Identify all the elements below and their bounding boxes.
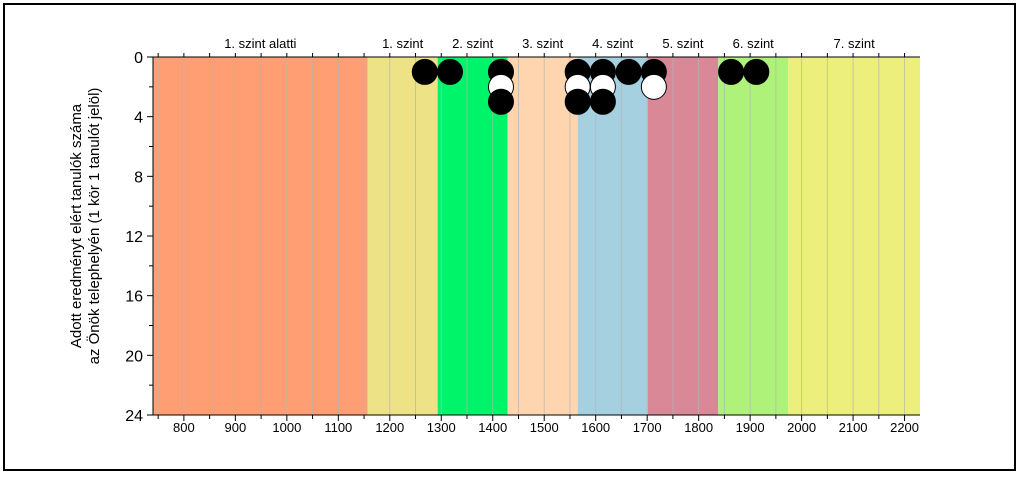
x-tick-label: 1800 [684, 420, 713, 435]
y-tick-label: 8 [134, 169, 143, 186]
level-bands [153, 57, 920, 415]
y-axis-label-line-2: az Önök telephelyén (1 kör 1 tanulót jel… [85, 88, 103, 365]
data-point-filled [411, 58, 438, 85]
x-tick-label: 2200 [890, 420, 919, 435]
level-band-3 [437, 57, 508, 415]
x-tick-label: 1500 [530, 420, 559, 435]
data-points [411, 58, 770, 115]
data-point-filled [718, 58, 745, 85]
data-point-filled [564, 88, 591, 115]
level-label-7: 6. szint [733, 36, 775, 51]
level-band-1 [153, 57, 368, 415]
level-band-8 [788, 57, 920, 415]
grid-lines [157, 57, 906, 415]
x-tick-label: 2100 [839, 420, 868, 435]
level-band-5 [577, 57, 648, 415]
level-label-3: 2. szint [452, 36, 494, 51]
x-tick-label: 1000 [272, 420, 301, 435]
x-tick-label: 1700 [633, 420, 662, 435]
level-band-6 [647, 57, 719, 415]
level-label-1: 1. szint alatti [224, 36, 296, 51]
x-tick-label: 1600 [581, 420, 610, 435]
y-tick-label: 0 [134, 50, 143, 67]
data-point-filled [437, 58, 464, 85]
data-point-hollow [640, 73, 667, 100]
y-tick-label: 24 [125, 408, 143, 425]
x-tick-label: 1100 [324, 420, 352, 435]
y-axis-ticks: 0 4 8 12 16 20 24 [125, 50, 153, 425]
level-labels: 1. szint alatti 1. szint 2. szint 3. szint 4… [224, 36, 875, 51]
data-point-filled [615, 58, 642, 85]
level-label-5: 4. szint [592, 36, 634, 51]
level-band-2 [367, 57, 438, 415]
y-tick-label: 4 [134, 110, 143, 127]
data-point-filled [487, 88, 514, 115]
y-tick-label: 16 [125, 289, 143, 306]
x-tick-label: 2000 [787, 420, 816, 435]
level-label-2: 1. szint [382, 36, 424, 51]
level-label-6: 5. szint [662, 36, 704, 51]
level-label-4: 3. szint [522, 36, 564, 51]
x-tick-label: 1900 [736, 420, 765, 435]
y-axis-label-line-1: Adott eredményt elért tanulók száma [68, 103, 85, 348]
y-tick-label: 20 [125, 348, 143, 365]
x-tick-label: 800 [173, 420, 195, 435]
data-point-filled [743, 58, 770, 85]
x-axis-ticks: 800 900 1000 1100 1200 1300 1400 1500 1600 1700 18… [157, 415, 919, 435]
level-band-4 [507, 57, 578, 415]
y-tick-label: 12 [125, 229, 143, 246]
level-label-8: 7. szint [834, 36, 876, 51]
level-band-7 [718, 57, 789, 415]
x-tick-label: 1200 [375, 420, 404, 435]
x-tick-label: 1400 [478, 420, 507, 435]
x-tick-label: 1300 [427, 420, 456, 435]
data-point-filled [589, 88, 616, 115]
x-tick-label: 900 [225, 420, 247, 435]
